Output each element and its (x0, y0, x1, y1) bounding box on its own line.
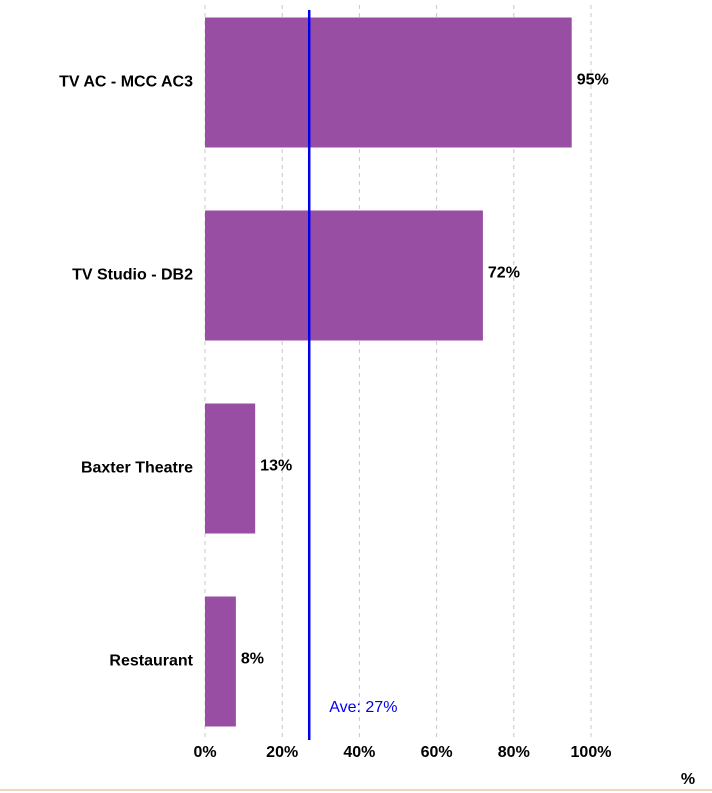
bar (205, 17, 572, 148)
x-tick-label: 20% (266, 744, 298, 761)
category-label: Restaurant (109, 653, 193, 670)
category-label: TV AC - MCC AC3 (59, 74, 193, 91)
bar (205, 596, 236, 727)
average-label: Ave: 27% (329, 699, 397, 716)
value-label: 8% (241, 651, 264, 668)
category-label: Baxter Theatre (81, 460, 193, 477)
x-tick-label: 100% (571, 744, 612, 761)
x-tick-label: 40% (343, 744, 375, 761)
value-label: 95% (577, 72, 609, 89)
category-label: TV Studio - DB2 (72, 267, 193, 284)
bar (205, 210, 483, 341)
x-tick-label: 80% (498, 744, 530, 761)
x-axis-label: % (681, 771, 695, 788)
bar (205, 403, 256, 534)
x-tick-label: 60% (421, 744, 453, 761)
value-label: 72% (488, 265, 520, 282)
x-tick-label: 0% (193, 744, 216, 761)
value-label: 13% (260, 458, 292, 475)
